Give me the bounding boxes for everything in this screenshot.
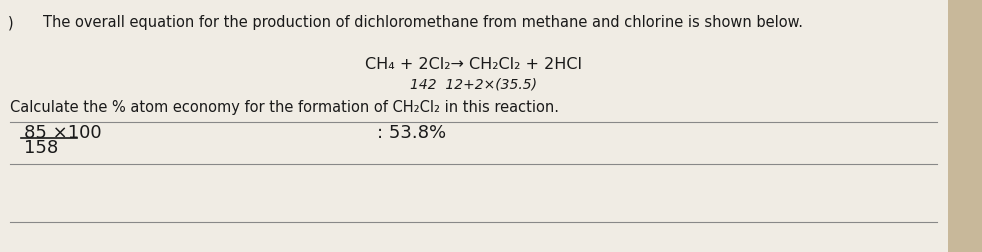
Text: 142  12+2×(35.5): 142 12+2×(35.5): [409, 78, 536, 92]
Text: 158: 158: [25, 139, 58, 157]
Text: ): ): [8, 15, 14, 30]
Text: The overall equation for the production of dichloromethane from methane and chlo: The overall equation for the production …: [43, 15, 803, 30]
Text: Calculate the % atom economy for the formation of CH₂Cl₂ in this reaction.: Calculate the % atom economy for the for…: [10, 100, 559, 115]
FancyBboxPatch shape: [0, 0, 949, 252]
Text: : 53.8%: : 53.8%: [376, 124, 446, 142]
Text: 85 ×100: 85 ×100: [25, 124, 102, 142]
Text: CH₄ + 2Cl₂→ CH₂Cl₂ + 2HCl: CH₄ + 2Cl₂→ CH₂Cl₂ + 2HCl: [364, 57, 581, 72]
